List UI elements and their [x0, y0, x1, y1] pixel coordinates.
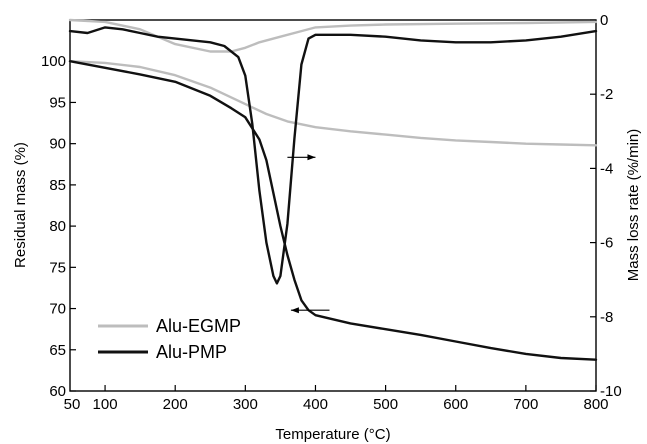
legend-label-alu-pmp: Alu-PMP	[156, 342, 227, 362]
y-right-tick-label: -10	[600, 383, 622, 400]
y-left-tick-label: 70	[49, 301, 66, 318]
y-right-axis-ticks: -10 -8 -6 -4 -2 0	[590, 12, 622, 400]
series-line-alu-egmp-mass	[68, 60, 598, 147]
legend-label-alu-egmp: Alu-EGMP	[156, 316, 241, 336]
series-lines	[68, 18, 598, 361]
series-line-alu-pmp-rate	[68, 26, 598, 285]
arrow-right-head	[307, 154, 316, 161]
x-tick-label: 50	[64, 396, 81, 413]
y-right-axis-title: Mass loss rate (%/min)	[625, 129, 642, 282]
series-line-alu-pmp-mass	[68, 60, 598, 361]
y-right-tick-label: 0	[600, 12, 608, 29]
x-tick-label: 600	[443, 396, 468, 413]
x-tick-label: 100	[93, 396, 118, 413]
y-right-tick-label: -6	[600, 235, 613, 252]
y-left-tick-label: 95	[49, 94, 66, 111]
plot-frame	[69, 19, 597, 392]
y-right-tick-label: -2	[600, 86, 613, 103]
x-tick-label: 500	[373, 396, 398, 413]
y-left-tick-label: 85	[49, 177, 66, 194]
y-left-tick-label: 100	[41, 53, 66, 70]
arrow-left-head	[290, 307, 299, 314]
annotation-arrows	[287, 154, 330, 314]
x-axis-title: Temperature (°C)	[275, 426, 390, 443]
x-tick-label: 700	[513, 396, 538, 413]
y-left-axis-title: Residual mass (%)	[12, 142, 29, 268]
y-left-tick-label: 60	[49, 383, 66, 400]
y-left-tick-label: 75	[49, 259, 66, 276]
x-axis-ticks: 100 200 300 400 500 600 700 800 50	[64, 385, 609, 413]
y-left-tick-label: 90	[49, 136, 66, 153]
x-tick-label: 300	[233, 396, 258, 413]
x-tick-label: 200	[163, 396, 188, 413]
y-left-tick-label: 65	[49, 342, 66, 359]
y-left-axis-ticks: 60 65 70 75 80 85 90 95 100	[41, 53, 76, 400]
x-tick-label: 800	[583, 396, 608, 413]
y-left-tick-label: 80	[49, 218, 66, 235]
legend: Alu-EGMP Alu-PMP	[98, 316, 241, 362]
x-tick-label: 400	[303, 396, 328, 413]
y-right-tick-label: -4	[600, 160, 613, 177]
y-right-tick-label: -8	[600, 309, 613, 326]
